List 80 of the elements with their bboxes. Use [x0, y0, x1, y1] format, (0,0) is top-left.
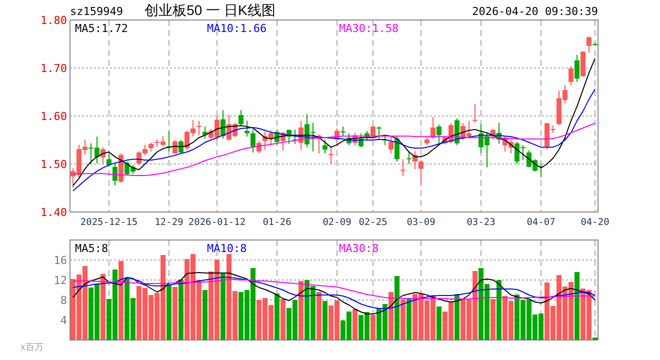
bar — [316, 292, 322, 340]
x-tick-label: 2026-01-12 — [188, 217, 246, 228]
text: MA10:8 — [207, 242, 247, 255]
candlestick — [316, 134, 322, 154]
candlestick — [244, 120, 250, 138]
y-axis-title: x百万 — [20, 342, 44, 352]
y-tick-label: 1.80 — [40, 14, 67, 27]
text: MA5:1.72 — [75, 22, 128, 35]
y-tick-label: 1.50 — [40, 158, 67, 171]
candlestick — [328, 146, 334, 164]
x-tick-label: 04-20 — [580, 217, 610, 228]
bar — [394, 276, 400, 340]
candlestick — [400, 158, 406, 176]
candlestick — [568, 66, 574, 86]
y-tick-label: 1.60 — [40, 110, 67, 123]
candlestick — [472, 104, 478, 124]
bar — [178, 280, 184, 340]
y-tick-label: 1.40 — [40, 206, 67, 219]
bar — [202, 290, 208, 340]
candlestick — [250, 128, 256, 153]
candlestick — [574, 54, 580, 82]
x-tick-label: 02-25 — [358, 217, 388, 228]
line-series — [72, 276, 596, 309]
bar — [298, 281, 304, 340]
x-tick-label: 2025-12-15 — [80, 217, 138, 228]
text: MA30:8 — [339, 242, 379, 255]
bar — [370, 315, 376, 340]
x-tick-label: 03-23 — [466, 217, 496, 228]
bar — [490, 299, 496, 340]
candlestick — [406, 151, 412, 164]
bar — [322, 301, 328, 340]
line-series — [72, 58, 596, 186]
bar — [166, 284, 172, 340]
line-series — [72, 279, 596, 300]
candlestick — [376, 126, 382, 140]
x-tick-label: 02-09 — [322, 217, 352, 228]
bar — [172, 287, 178, 340]
text: MA10:1.66 — [207, 22, 267, 35]
candlestick — [394, 136, 400, 162]
bar — [388, 292, 394, 340]
candlestick — [100, 146, 106, 164]
bar — [454, 294, 460, 340]
bar — [280, 299, 286, 340]
candlestick — [106, 152, 112, 168]
candlestick — [112, 163, 118, 186]
bar — [274, 294, 280, 340]
x-tick-label: 03-09 — [406, 217, 436, 228]
bar — [352, 309, 358, 340]
candlestick — [172, 140, 178, 154]
line-series — [72, 272, 596, 314]
x-tick-label: 04-07 — [526, 217, 556, 228]
bar — [574, 272, 580, 340]
chart-title: 创业板50 一 日K线图 — [144, 2, 276, 18]
candlestick — [322, 140, 328, 154]
line-series — [72, 88, 596, 192]
candlestick — [340, 126, 346, 138]
y-tick-label: 12 — [54, 274, 67, 287]
bar — [436, 306, 442, 340]
candlestick — [196, 120, 202, 136]
candlestick — [418, 160, 424, 186]
candlestick — [388, 136, 394, 154]
bar — [118, 261, 124, 340]
bar — [496, 280, 502, 340]
y-tick-label: 16 — [54, 254, 67, 267]
y-tick-label: 8 — [60, 294, 67, 307]
x-tick-label: 01-26 — [262, 217, 292, 228]
bar — [100, 274, 106, 340]
text: MA30:1.58 — [339, 22, 399, 35]
bar — [220, 274, 226, 340]
candlestick — [436, 124, 442, 144]
candlestick — [238, 110, 244, 128]
bar — [406, 298, 412, 340]
text: 2026-04-20 09:30:39 — [472, 5, 598, 18]
candlestick — [586, 36, 592, 54]
text: MA5:8 — [75, 242, 108, 255]
x-tick-label: 12-29 — [154, 217, 184, 228]
y-tick-label: 4 — [60, 314, 68, 327]
y-tick-label: 1.70 — [40, 62, 67, 75]
chart-subtitle: sz159949 — [70, 5, 123, 18]
bar — [400, 300, 406, 340]
